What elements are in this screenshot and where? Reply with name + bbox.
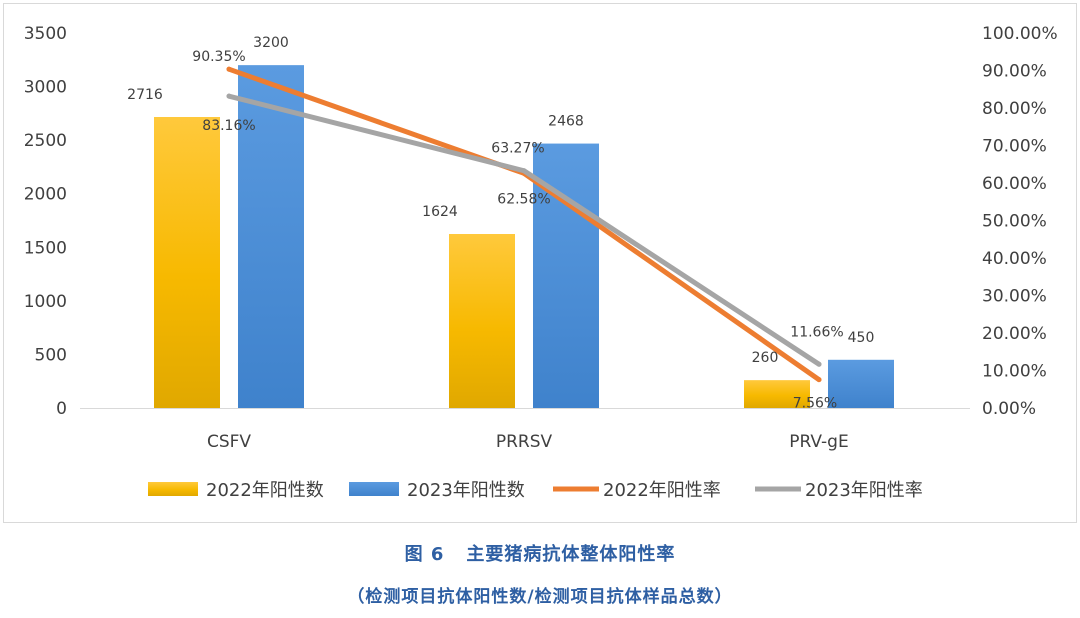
legend-label: 2022年阳性数 xyxy=(206,480,324,501)
x-tick-label: PRRSV xyxy=(496,432,553,452)
legend-label: 2023年阳性数 xyxy=(407,480,525,501)
y-right-tick-label: 100.00% xyxy=(982,24,1058,44)
line-data-label: 63.27% xyxy=(491,141,544,157)
lines xyxy=(226,66,822,383)
line-data-label: 11.66% xyxy=(790,324,843,340)
bar xyxy=(744,380,810,408)
y-right-tick-label: 40.00% xyxy=(982,249,1047,269)
figure-caption: 图 6 主要猪病抗体整体阳性率 xyxy=(0,540,1080,566)
x-axis: CSFV PRRSV PRV-gE xyxy=(80,408,970,452)
series-point xyxy=(226,93,232,99)
y-right-tick-label: 20.00% xyxy=(982,324,1047,344)
series-point xyxy=(816,377,822,383)
bar-data-label: 2468 xyxy=(548,114,584,130)
bar-data-label: 450 xyxy=(848,330,875,346)
series-point xyxy=(816,361,822,367)
y-left-tick-label: 3500 xyxy=(24,24,67,44)
legend: 2022年阳性数 2023年阳性数 2022年阳性率 2023年阳性率 xyxy=(148,480,923,501)
line-data-label: 90.35% xyxy=(192,49,245,65)
figure-subtitle: （检测项目抗体阳性数/检测项目抗体样品总数） xyxy=(347,587,733,607)
y-right-tick-label: 30.00% xyxy=(982,287,1047,307)
bar xyxy=(828,359,894,408)
chart: 0 500 1000 1500 2000 2500 3000 3500 0.00% 10.00%… xyxy=(24,24,1058,501)
y-right-tick-label: 10.00% xyxy=(982,362,1047,382)
y-left-tick-label: 1500 xyxy=(24,238,67,258)
y-right-tick-label: 70.00% xyxy=(982,137,1047,157)
y-left-tick-label: 3000 xyxy=(24,78,67,98)
figure-number: 图 6 xyxy=(404,544,445,565)
y-right-tick-label: 0.00% xyxy=(982,399,1036,419)
y-right-tick-label: 50.00% xyxy=(982,212,1047,232)
bar-data-label: 3200 xyxy=(253,35,289,51)
x-tick-label: PRV-gE xyxy=(789,432,848,452)
x-tick-label: CSFV xyxy=(207,432,251,452)
bar-data-label: 1624 xyxy=(422,204,458,220)
y-right-tick-label: 60.00% xyxy=(982,174,1047,194)
y-right-tick-label: 90.00% xyxy=(982,62,1047,82)
line-data-label: 62.58% xyxy=(497,191,550,207)
series-point xyxy=(521,168,527,174)
y-left-tick-label: 2500 xyxy=(24,131,67,151)
line-data-label: 83.16% xyxy=(202,118,255,134)
bar xyxy=(238,65,304,409)
legend-swatch xyxy=(148,482,198,496)
bar-data-label: 2716 xyxy=(127,87,163,103)
y-axis-left: 0 500 1000 1500 2000 2500 3000 3500 xyxy=(24,24,67,419)
y-left-tick-label: 0 xyxy=(56,399,67,419)
y-left-tick-label: 500 xyxy=(35,345,67,365)
bar-data-label: 260 xyxy=(752,350,779,366)
figure-title: 主要猪病抗体整体阳性率 xyxy=(466,544,676,565)
series-line xyxy=(226,66,822,383)
y-axis-right: 0.00% 10.00% 20.00% 30.00% 40.00% 50.00% 60.00… xyxy=(982,24,1058,419)
bar xyxy=(154,117,220,408)
legend-label: 2022年阳性率 xyxy=(603,480,721,501)
series-point xyxy=(226,66,232,72)
y-left-tick-label: 2000 xyxy=(24,185,67,205)
data-labels: 2716 1624 260 3200 2468 450 90.35% 62.58% 7.56% 8… xyxy=(127,35,874,412)
y-right-tick-label: 80.00% xyxy=(982,99,1047,119)
legend-label: 2023年阳性率 xyxy=(805,480,923,501)
bar xyxy=(449,234,515,408)
y-left-tick-label: 1000 xyxy=(24,292,67,312)
series-line xyxy=(226,93,822,367)
line-data-label: 7.56% xyxy=(793,396,837,412)
legend-swatch xyxy=(349,482,399,496)
